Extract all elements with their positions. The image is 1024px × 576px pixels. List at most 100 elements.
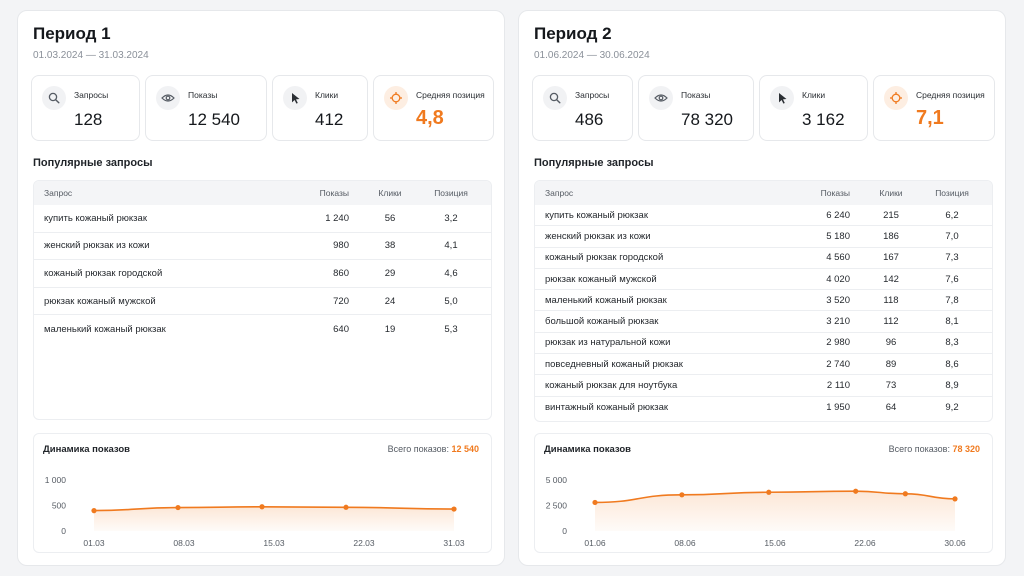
table-row[interactable]: рюкзак кожаный мужской 4 020 142 7,6 bbox=[535, 269, 992, 291]
table-row[interactable]: кожаный рюкзак для ноутбука 2 110 73 8,9 bbox=[535, 375, 992, 397]
kpi-clicks: Клики 3 162 bbox=[759, 75, 868, 141]
table-row[interactable]: кожаный рюкзак городской 860 29 4,6 bbox=[34, 260, 491, 288]
cell-clicks: 112 bbox=[883, 316, 899, 328]
cell-impressions: 4 020 bbox=[826, 273, 850, 285]
period-dates: 01.03.2024 — 31.03.2024 bbox=[33, 50, 149, 61]
cell-clicks: 186 bbox=[883, 230, 899, 242]
impressions-chart-card: Динамика показов Всего показов: 78 320 5… bbox=[534, 433, 993, 553]
cursor-icon bbox=[283, 86, 307, 110]
table-row[interactable]: рюкзак из натуральной кожи 2 980 96 8,3 bbox=[535, 333, 992, 355]
cell-position: 7,6 bbox=[945, 273, 959, 285]
cell-query: большой кожаный рюкзак bbox=[545, 316, 659, 328]
data-point[interactable] bbox=[175, 504, 181, 511]
kpi-impressions: Показы 12 540 bbox=[145, 75, 267, 141]
table-row[interactable]: винтажный кожаный рюкзак 1 950 64 9,2 bbox=[535, 397, 992, 418]
search-icon bbox=[543, 86, 567, 110]
column-header-position[interactable]: Позиция bbox=[434, 188, 468, 198]
cell-query: повседневный кожаный рюкзак bbox=[545, 358, 683, 370]
cell-position: 6,2 bbox=[945, 209, 959, 221]
cell-position: 8,9 bbox=[945, 380, 959, 392]
data-point[interactable] bbox=[343, 504, 349, 510]
cell-impressions: 2 740 bbox=[826, 358, 850, 370]
kpi-clicks: Клики 412 bbox=[272, 75, 368, 141]
column-header-clicks[interactable]: Клики bbox=[879, 188, 903, 198]
column-header-query[interactable]: Запрос bbox=[545, 188, 574, 198]
table-row[interactable]: купить кожаный рюкзак 6 240 215 6,2 bbox=[535, 205, 992, 227]
cell-position: 8,1 bbox=[945, 316, 959, 328]
data-point[interactable] bbox=[592, 499, 598, 506]
kpi-impressions: Показы 78 320 bbox=[638, 75, 754, 141]
cell-clicks: 73 bbox=[885, 380, 897, 392]
cell-query: рюкзак кожаный мужской bbox=[545, 273, 657, 285]
cell-query: купить кожаный рюкзак bbox=[545, 209, 648, 221]
area-fill bbox=[595, 491, 955, 531]
data-point[interactable] bbox=[91, 508, 97, 514]
column-header-clicks[interactable]: Клики bbox=[378, 188, 402, 198]
table-row[interactable]: большой кожаный рюкзак 3 210 112 8,1 bbox=[535, 311, 992, 333]
x-tick-label: 30.06 bbox=[944, 538, 966, 548]
area-fill bbox=[94, 506, 454, 531]
popular-queries-title: Популярные запросы bbox=[534, 157, 654, 169]
cell-position: 4,1 bbox=[444, 240, 458, 252]
cell-clicks: 64 bbox=[885, 401, 897, 413]
period-title: Период 1 bbox=[33, 24, 111, 43]
table-row[interactable]: маленький кожаный рюкзак 640 19 5,3 bbox=[34, 315, 491, 343]
cell-query: рюкзак из натуральной кожи bbox=[545, 337, 671, 349]
kpi-value: 7,1 bbox=[916, 107, 944, 129]
chart-total-label: Всего показов: bbox=[387, 444, 449, 454]
column-header-impressions[interactable]: Показы bbox=[820, 188, 850, 198]
cell-clicks: 24 bbox=[384, 295, 396, 307]
table-row[interactable]: рюкзак кожаный мужской 720 24 5,0 bbox=[34, 288, 491, 316]
kpi-label: Запросы bbox=[74, 90, 109, 100]
table-row[interactable]: женский рюкзак из кожи 980 38 4,1 bbox=[34, 233, 491, 261]
column-header-impressions[interactable]: Показы bbox=[319, 188, 349, 198]
table-row[interactable]: повседневный кожаный рюкзак 2 740 89 8,6 bbox=[535, 354, 992, 376]
table-row[interactable]: маленький кожаный рюкзак 3 520 118 7,8 bbox=[535, 290, 992, 312]
column-header-position[interactable]: Позиция bbox=[935, 188, 969, 198]
target-icon bbox=[884, 86, 908, 110]
kpi-value: 128 bbox=[74, 110, 103, 129]
cell-query: кожаный рюкзак городской bbox=[44, 267, 163, 279]
cell-position: 3,2 bbox=[444, 212, 458, 224]
table-row[interactable]: женский рюкзак из кожи 5 180 186 7,0 bbox=[535, 226, 992, 248]
data-point[interactable] bbox=[259, 504, 265, 510]
period-title: Период 2 bbox=[534, 24, 612, 43]
x-tick-label: 01.03 bbox=[83, 538, 105, 548]
cell-query: кожаный рюкзак для ноутбука bbox=[545, 380, 678, 392]
kpi-value: 3 162 bbox=[802, 110, 845, 129]
x-tick-label: 15.06 bbox=[764, 538, 786, 548]
cell-query: винтажный кожаный рюкзак bbox=[545, 401, 669, 413]
kpi-value: 486 bbox=[575, 110, 604, 129]
x-tick-label: 08.06 bbox=[674, 538, 696, 548]
cell-impressions: 640 bbox=[333, 323, 349, 335]
table-row[interactable]: кожаный рюкзак городской 4 560 167 7,3 bbox=[535, 248, 992, 269]
y-tick-label: 1 000 bbox=[45, 475, 67, 485]
column-header-query[interactable]: Запрос bbox=[44, 188, 73, 198]
cell-impressions: 860 bbox=[333, 267, 349, 279]
cell-clicks: 215 bbox=[883, 209, 899, 221]
data-point[interactable] bbox=[952, 496, 958, 502]
y-tick-label: 2 500 bbox=[546, 501, 568, 511]
chart-total: Всего показов: 78 320 bbox=[889, 444, 980, 454]
chart-total: Всего показов: 12 540 bbox=[388, 444, 479, 454]
chart-title: Динамика показов bbox=[43, 444, 130, 455]
impressions-chart: 1 000 500 0 01.03 08.03 15.03 22.03 31.03 bbox=[45, 475, 465, 548]
data-point[interactable] bbox=[766, 489, 772, 495]
cell-impressions: 720 bbox=[333, 295, 349, 307]
data-point[interactable] bbox=[902, 491, 908, 497]
x-tick-label: 22.03 bbox=[353, 538, 375, 548]
cursor-icon bbox=[770, 86, 794, 110]
x-tick-label: 08.03 bbox=[173, 538, 195, 548]
kpi-label: Показы bbox=[188, 90, 218, 100]
cell-clicks: 89 bbox=[885, 358, 897, 370]
cell-clicks: 29 bbox=[384, 267, 396, 279]
cell-clicks: 118 bbox=[883, 294, 899, 306]
table-row[interactable]: купить кожаный рюкзак 1 240 56 3,2 bbox=[34, 205, 491, 233]
cell-query: рюкзак кожаный мужской bbox=[44, 295, 156, 307]
kpi-label: Клики bbox=[802, 90, 826, 100]
kpi-value: 4,8 bbox=[416, 107, 444, 129]
cell-impressions: 5 180 bbox=[826, 230, 850, 242]
data-point[interactable] bbox=[853, 488, 859, 494]
data-point[interactable] bbox=[679, 492, 685, 498]
data-point[interactable] bbox=[451, 506, 457, 512]
